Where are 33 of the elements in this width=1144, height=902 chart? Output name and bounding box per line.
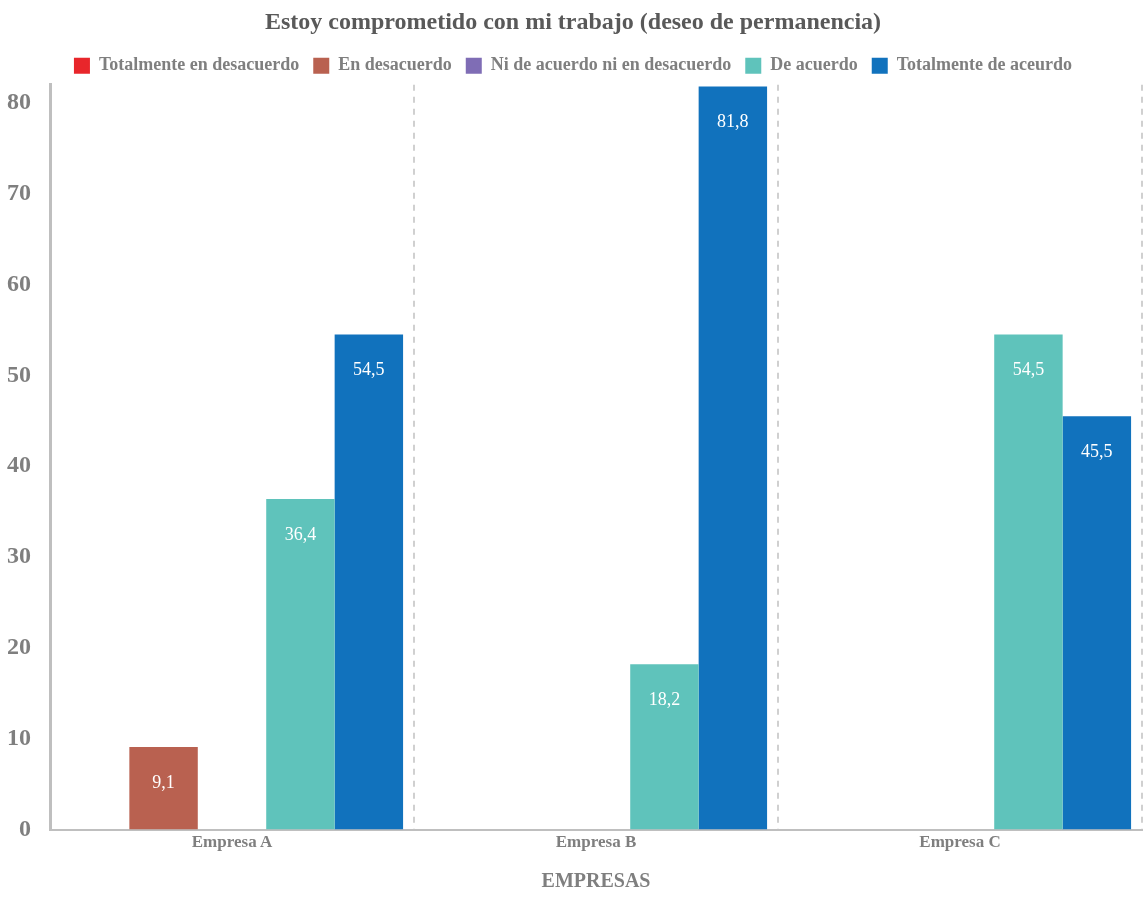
legend-label: En desacuerdo bbox=[338, 54, 452, 75]
data-label: 36,4 bbox=[284, 523, 317, 544]
legend-label: Totalmente en desacuerdo bbox=[98, 54, 300, 75]
y-tick-label: 80 bbox=[7, 88, 31, 115]
y-tick-label: 60 bbox=[7, 269, 31, 296]
y-tick-label: 50 bbox=[7, 360, 31, 387]
data-label: 45,5 bbox=[1081, 441, 1113, 462]
bar bbox=[334, 334, 404, 830]
chart-title: Estoy comprometido con mi trabajo (deseo de permanencia) bbox=[264, 7, 882, 34]
data-label: 81,8 bbox=[717, 111, 749, 132]
y-tick-label: 40 bbox=[7, 451, 31, 478]
y-tick-label: 70 bbox=[7, 179, 31, 205]
bar bbox=[630, 664, 699, 830]
data-label: 18,2 bbox=[648, 689, 681, 710]
legend-label: De acuerdo bbox=[770, 54, 858, 75]
y-tick-label: 30 bbox=[7, 542, 31, 569]
legend-label: Ni de acuerdo ni en desacuerdo bbox=[490, 54, 732, 75]
x-tick-label: Empresa C bbox=[919, 832, 1001, 852]
y-tick-label: 0 bbox=[19, 814, 31, 841]
data-label: 54,5 bbox=[353, 359, 385, 380]
data-label: 54,5 bbox=[1012, 359, 1045, 380]
bar bbox=[698, 86, 768, 830]
bar bbox=[266, 498, 335, 830]
x-tick-label: Empresa B bbox=[555, 832, 637, 852]
bar bbox=[1062, 416, 1132, 830]
x-axis-title: EMPRESAS bbox=[541, 869, 651, 892]
bar bbox=[129, 746, 198, 830]
y-tick-label: 10 bbox=[7, 723, 31, 750]
legend-label: Totalmente de aceurdo bbox=[896, 54, 1073, 75]
data-label: 9,1 bbox=[152, 771, 175, 792]
x-tick-label: Empresa A bbox=[191, 832, 273, 852]
y-tick-label: 20 bbox=[7, 633, 31, 660]
bar bbox=[994, 334, 1063, 830]
